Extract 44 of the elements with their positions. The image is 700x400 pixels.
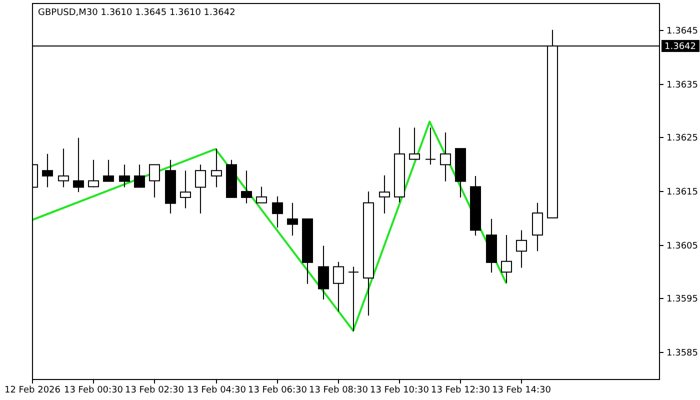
x-tick-label: 13 Feb 14:30 <box>492 386 552 396</box>
candlestick <box>42 153 53 188</box>
x-tick-label: 13 Feb 00:30 <box>64 386 124 396</box>
candlestick <box>516 230 527 268</box>
candlestick <box>440 132 451 182</box>
candlestick <box>256 186 267 204</box>
candlestick <box>73 137 84 193</box>
ref-line-label: 1.3642 <box>664 42 696 52</box>
candlestick <box>134 164 145 188</box>
candlestick <box>333 261 344 312</box>
y-tick-label: 1.3595 <box>666 294 698 305</box>
x-tick-label: 13 Feb 02:30 <box>124 386 184 396</box>
candlestick <box>103 159 114 182</box>
candlestick <box>58 148 69 188</box>
candlestick <box>149 164 160 198</box>
candlestick <box>180 170 191 209</box>
x-tick-label: 13 Feb 10:30 <box>370 386 430 396</box>
y-tick-label: 1.3625 <box>666 134 698 144</box>
candlestick <box>211 148 222 188</box>
x-tick-label: 13 Feb 12:30 <box>430 386 490 396</box>
x-tick-label: 12 Feb 2026 <box>4 386 61 396</box>
x-tick-label: 13 Feb 08:30 <box>308 386 368 396</box>
y-tick-label: 1.3615 <box>666 188 698 198</box>
candlestick <box>532 202 543 252</box>
y-tick-label: 1.3585 <box>666 348 698 359</box>
text: GBPUSD,M30 1.3610 1.3645 1.3610 1.3642 <box>38 8 236 18</box>
candlestick <box>318 245 329 300</box>
candlestick <box>119 164 130 188</box>
y-tick-label: 1.3645 <box>666 26 698 37</box>
line-series <box>32 120 508 332</box>
x-tick-label: 13 Feb 04:30 <box>186 386 246 396</box>
x-tick-label: 13 Feb 06:30 <box>248 386 308 396</box>
y-tick-label: 1.3605 <box>666 242 698 252</box>
candlestick <box>425 127 436 166</box>
y-tick-label: 1.3635 <box>666 80 698 91</box>
candlestick <box>409 127 420 160</box>
candlestick <box>195 164 206 214</box>
candlestick <box>272 196 283 228</box>
candlestick <box>287 202 298 236</box>
candlestick <box>348 266 359 332</box>
candlestick <box>379 174 390 214</box>
candlestick <box>88 159 99 188</box>
candlestick <box>501 234 512 284</box>
candlestick <box>241 170 252 204</box>
